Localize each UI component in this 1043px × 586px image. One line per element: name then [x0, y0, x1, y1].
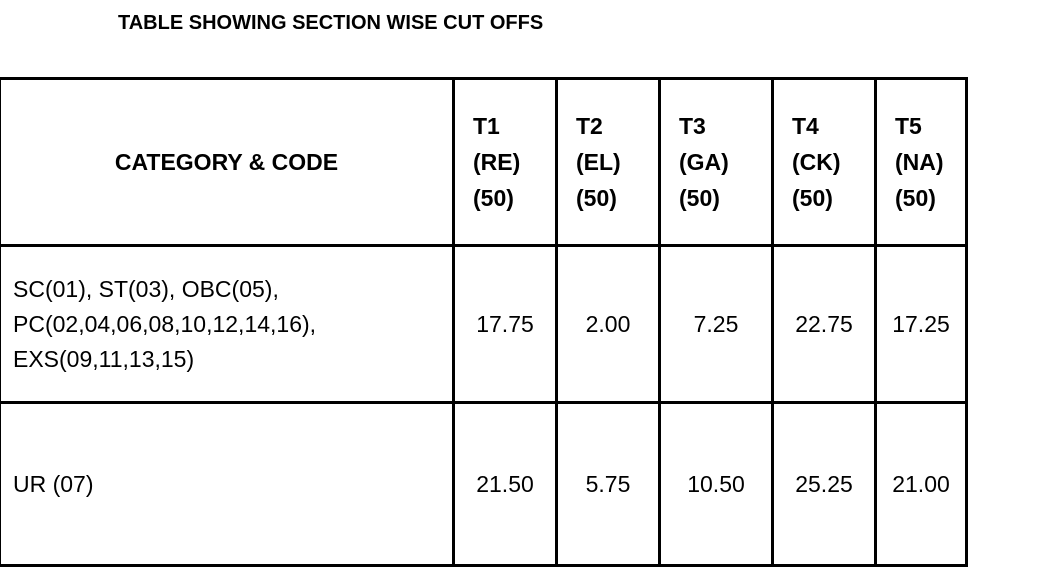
row-1-t3-score: 7.25 [658, 244, 774, 404]
header-t3: T3 (GA) (50) [658, 77, 774, 247]
row-2-t1-score: 21.50 [452, 401, 558, 567]
page-title: TABLE SHOWING SECTION WISE CUT OFFS [118, 12, 544, 34]
row-2-category: UR (07) [0, 401, 455, 567]
table-row: UR (07) 21.50 5.75 10.50 25.25 21.00 [0, 401, 968, 567]
header-category-code: CATEGORY & CODE [0, 77, 455, 247]
header-t5: T5 (NA) (50) [874, 77, 968, 247]
table-header-row: CATEGORY & CODE T1 (RE) (50) T2 (EL) (50… [0, 77, 968, 247]
row-1-category: SC(01), ST(03), OBC(05), PC(02,04,06,08,… [0, 244, 455, 404]
header-t1: T1 (RE) (50) [452, 77, 558, 247]
row-1-t4-score: 22.75 [771, 244, 877, 404]
table-row: SC(01), ST(03), OBC(05), PC(02,04,06,08,… [0, 244, 968, 404]
row-2-t3-score: 10.50 [658, 401, 774, 567]
row-2-t4-score: 25.25 [771, 401, 877, 567]
header-t4: T4 (CK) (50) [771, 77, 877, 247]
row-2-t2-score: 5.75 [555, 401, 661, 567]
row-1-t1-score: 17.75 [452, 244, 558, 404]
row-1-t2-score: 2.00 [555, 244, 661, 404]
header-t2: T2 (EL) (50) [555, 77, 661, 247]
cutoff-table: CATEGORY & CODE T1 (RE) (50) T2 (EL) (50… [0, 77, 968, 567]
row-2-t5-score: 21.00 [874, 401, 968, 567]
row-1-t5-score: 17.25 [874, 244, 968, 404]
